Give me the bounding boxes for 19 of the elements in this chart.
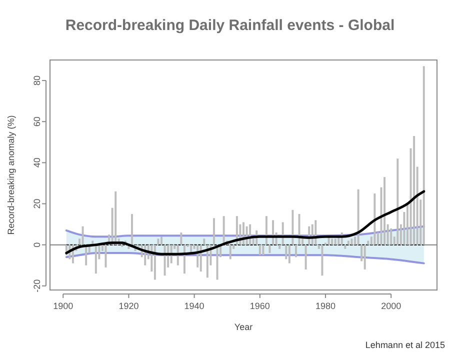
text: Lehmann et al 2015 <box>365 340 445 350</box>
line-series <box>65 252 425 264</box>
x-tick-label: 2000 <box>381 301 402 312</box>
y-tick-label: -20 <box>32 279 42 292</box>
y-axis-title: Record-breaking anomaly (%) <box>6 115 16 235</box>
y-tick-label: 40 <box>32 158 42 168</box>
line-series <box>65 225 425 238</box>
x-tick-label: 1940 <box>184 301 204 312</box>
y-tick-label: 80 <box>32 76 42 86</box>
x-axis-title: Year <box>234 322 253 332</box>
line-series <box>65 190 426 256</box>
y-tick-label: 60 <box>32 116 42 127</box>
x-tick-label: 1980 <box>315 301 336 312</box>
y-tick-label: 0 <box>32 242 42 248</box>
x-tick-label: 1920 <box>118 301 139 312</box>
x-tick-label: 1900 <box>53 301 74 312</box>
y-tick-label: 20 <box>32 198 42 209</box>
x-tick-label: 1960 <box>250 301 270 312</box>
chart-title: Record-breaking Daily Rainfall events - Global <box>65 17 395 34</box>
